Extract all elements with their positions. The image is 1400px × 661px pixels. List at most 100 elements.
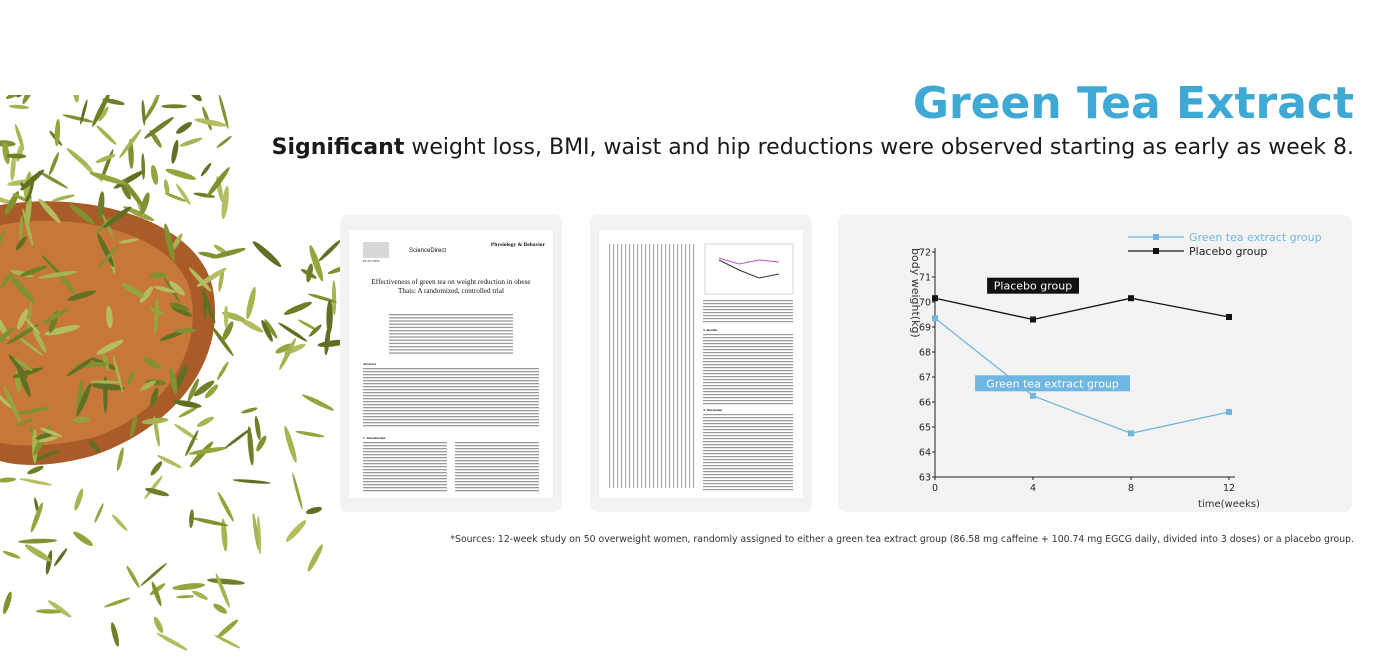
tea-leaf	[88, 440, 101, 453]
tea-leaf	[241, 407, 258, 414]
text-line	[703, 315, 793, 317]
tea-leaf	[3, 385, 21, 423]
tea-leaf	[16, 406, 52, 415]
y-tick-label: 69	[919, 323, 931, 334]
tea-leaf	[80, 161, 103, 182]
body-weight-chart: 63 64 65 66 67 68 69 70 71 72 0 4 8 12 time(weeks) body…	[909, 231, 1322, 510]
tea-leaf	[174, 328, 197, 334]
tea-leaf	[94, 503, 104, 523]
tea-leaf	[140, 380, 156, 391]
intro-heading: 1. Introduction	[363, 436, 386, 440]
text-line	[703, 417, 793, 419]
tea-leaf	[151, 581, 162, 607]
tea-leaf	[116, 447, 124, 471]
tea-leaf	[96, 125, 117, 145]
text-line	[703, 456, 793, 458]
tea-leaf	[20, 265, 48, 277]
tea-leaf	[38, 270, 78, 279]
tea-leaf	[80, 99, 88, 125]
legend-swatch-marker	[1153, 234, 1159, 240]
tea-leaf	[306, 506, 322, 515]
text-line	[703, 382, 793, 384]
tea-leaf	[106, 305, 113, 329]
tea-leaf	[154, 286, 176, 293]
tea-leaf	[3, 591, 12, 615]
tea-leaf	[223, 305, 229, 328]
tea-leaf	[6, 153, 27, 159]
table-column-text	[641, 244, 643, 488]
text-line	[363, 377, 539, 379]
tea-leaf	[144, 475, 163, 500]
text-line	[455, 484, 539, 486]
table-column-text	[681, 244, 683, 488]
text-line	[703, 355, 793, 357]
tea-leaf	[96, 339, 124, 355]
tea-leaf	[278, 322, 308, 342]
tea-leaf	[300, 268, 317, 279]
tea-leaf	[16, 308, 29, 330]
text-line	[703, 346, 793, 348]
text-line	[703, 358, 793, 360]
table-column-text	[633, 244, 635, 488]
table-column-text	[693, 244, 695, 488]
tea-leaf	[171, 139, 179, 164]
text-line	[703, 403, 793, 405]
text-line	[363, 407, 539, 409]
study-paper-card-2: 3. Results 4. Discussion	[590, 215, 812, 512]
tea-leaf	[0, 387, 13, 409]
tea-leaf	[302, 394, 335, 411]
text-line	[389, 346, 513, 348]
text-line	[455, 490, 539, 492]
tea-leaf	[95, 217, 112, 234]
text-line	[363, 478, 447, 480]
tea-leaf	[31, 326, 47, 353]
tea-leaf	[140, 192, 150, 215]
tea-leaf	[51, 194, 76, 202]
paper-page-2: 3. Results 4. Discussion	[599, 230, 803, 498]
series-line	[934, 297, 1230, 321]
text-line	[455, 457, 539, 459]
tea-leaf	[176, 595, 195, 599]
text-line	[363, 425, 539, 427]
tea-leaf	[196, 416, 214, 428]
text-line	[389, 314, 513, 316]
tea-leaf	[149, 272, 167, 279]
text-line	[703, 364, 793, 366]
tea-leaf	[53, 548, 68, 567]
table-column-text	[653, 244, 655, 488]
y-tick-label: 72	[919, 248, 931, 259]
subheadline-text: weight loss, BMI, waist and hip reductio…	[404, 135, 1354, 160]
tea-leaf	[67, 290, 96, 301]
table-column-text	[637, 244, 639, 488]
tea-leaf	[127, 369, 135, 386]
text-line	[455, 478, 539, 480]
table-column-text	[689, 244, 691, 488]
text-line	[363, 475, 447, 477]
table-column-text	[665, 244, 667, 488]
tea-leaf	[232, 479, 271, 484]
tea-leaf	[257, 515, 262, 555]
tea-leaf	[189, 509, 194, 528]
tea-leaf	[123, 206, 155, 221]
text-line	[363, 490, 447, 492]
tea-leaf	[97, 233, 115, 268]
tea-leaf	[48, 152, 60, 176]
tea-leaf	[326, 299, 333, 334]
text-line	[363, 383, 539, 385]
text-line	[389, 320, 513, 322]
tea-leaf	[218, 94, 229, 129]
study-paper-card-1: ScienceDirect ELSEVIER Physiology & Beha…	[340, 215, 562, 512]
tea-leaf	[141, 99, 146, 126]
tea-leaf	[95, 154, 116, 163]
tea-leaf	[27, 465, 44, 475]
table-column-text	[649, 244, 651, 488]
text-line	[389, 336, 513, 338]
subheadline-emphasis: Significant	[271, 135, 405, 160]
tea-leaf	[207, 578, 245, 585]
tea-leaf	[189, 441, 214, 468]
annotation-label: Green tea extract group	[986, 377, 1119, 390]
tea-leaf	[252, 512, 260, 551]
tea-leaf	[120, 181, 131, 200]
text-line	[703, 429, 793, 431]
text-line	[703, 444, 793, 446]
